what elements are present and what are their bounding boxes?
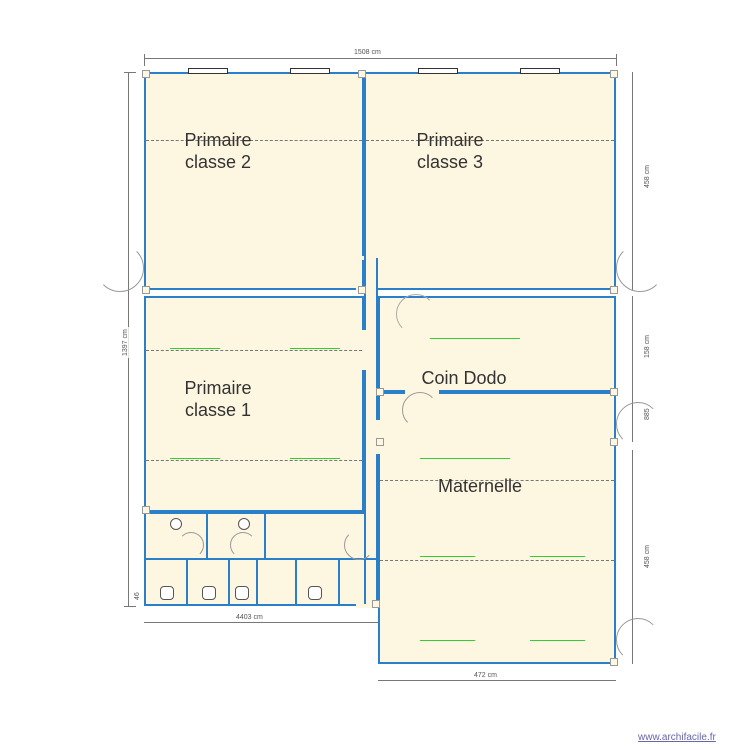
- dim-left-small: 46: [134, 590, 141, 602]
- wall-hall-p5: [338, 558, 340, 606]
- wc-2: [202, 586, 216, 600]
- ext-door-se: [616, 618, 660, 662]
- label-primaire-1: Primaire classe 1: [168, 378, 268, 421]
- pillar-5: [610, 388, 618, 396]
- wall-hall-p4: [295, 558, 297, 606]
- opening-mat: [376, 420, 380, 454]
- label-primaire-3: Primaire classe 3: [400, 130, 500, 173]
- green-6: [420, 458, 510, 459]
- green-8: [530, 556, 585, 557]
- pillar-11: [142, 506, 150, 514]
- win-1: [188, 68, 228, 74]
- green-3: [170, 458, 220, 459]
- pillar-2: [358, 286, 366, 294]
- wall-hall-top1: [206, 512, 208, 558]
- green-1: [170, 348, 220, 349]
- dim-bot-left-text: 4403 cm: [234, 614, 265, 621]
- pillar-8: [142, 70, 150, 78]
- guide-5: [146, 350, 362, 351]
- green-7: [420, 556, 475, 557]
- green-5: [430, 338, 520, 339]
- dim-left-t1: [124, 72, 136, 73]
- label-primaire-2: Primaire classe 2: [168, 130, 268, 173]
- guide-4: [380, 560, 614, 561]
- green-9: [420, 640, 475, 641]
- green-2: [290, 348, 340, 349]
- win-4: [520, 68, 560, 74]
- room-primaire-2: [144, 72, 364, 290]
- dim-bot-right-line: [378, 680, 616, 681]
- dim-left-t2: [124, 606, 136, 607]
- wall-hall-p1: [186, 558, 188, 606]
- wall-hall-p3: [256, 558, 258, 606]
- opening-c1: [336, 256, 364, 260]
- wc-4: [308, 586, 322, 600]
- win-2: [290, 68, 330, 74]
- label-coin-dodo: Coin Dodo: [404, 368, 524, 390]
- room-maternelle: [378, 392, 616, 664]
- ext-door-e-mid: [616, 402, 660, 446]
- dim-top-line: [144, 58, 616, 59]
- dim-left-text: 1397 cm: [122, 327, 129, 358]
- pillar-10: [610, 70, 618, 78]
- dim-bot-left-line: [144, 622, 378, 623]
- pillar-9: [358, 70, 366, 78]
- green-4: [290, 458, 340, 459]
- opening-left-mid: [362, 330, 366, 370]
- pillar-3: [610, 286, 618, 294]
- dim-top-tick-r: [616, 54, 617, 66]
- dim-right-text4: 458 cm: [644, 543, 651, 570]
- label-maternelle: Maternelle: [420, 476, 540, 498]
- win-3: [418, 68, 458, 74]
- wc-1: [160, 586, 174, 600]
- room-primaire-3: [364, 72, 616, 290]
- dim-top-tick-l: [144, 54, 145, 66]
- sink-2: [238, 518, 250, 530]
- pillar-4: [376, 388, 384, 396]
- dim-top-text: 1508 cm: [352, 49, 383, 56]
- guide-6: [146, 460, 362, 461]
- sink-1: [170, 518, 182, 530]
- wc-3: [235, 586, 249, 600]
- pillar-12: [372, 600, 380, 608]
- ext-door-ne: [616, 244, 664, 292]
- wall-hall-mid: [144, 558, 378, 560]
- wall-hall-p2: [228, 558, 230, 606]
- green-10: [530, 640, 585, 641]
- pillar-6: [376, 438, 384, 446]
- pillar-1: [142, 286, 150, 294]
- dim-bot-right-text: 472 cm: [472, 672, 499, 679]
- pillar-13: [610, 658, 618, 666]
- dim-right-text1: 458 cm: [644, 163, 651, 190]
- floor-plan: 1508 cm 1397 cm 458 cm 158 cm 885 458 cm…: [0, 0, 750, 750]
- pillar-7: [610, 438, 618, 446]
- ext-door-nw: [96, 244, 144, 292]
- credit-link[interactable]: www.archifacile.fr: [638, 732, 716, 743]
- dim-right-line2: [632, 296, 633, 392]
- dim-right-text2: 158 cm: [644, 333, 651, 360]
- wall-hall-top2: [264, 512, 266, 558]
